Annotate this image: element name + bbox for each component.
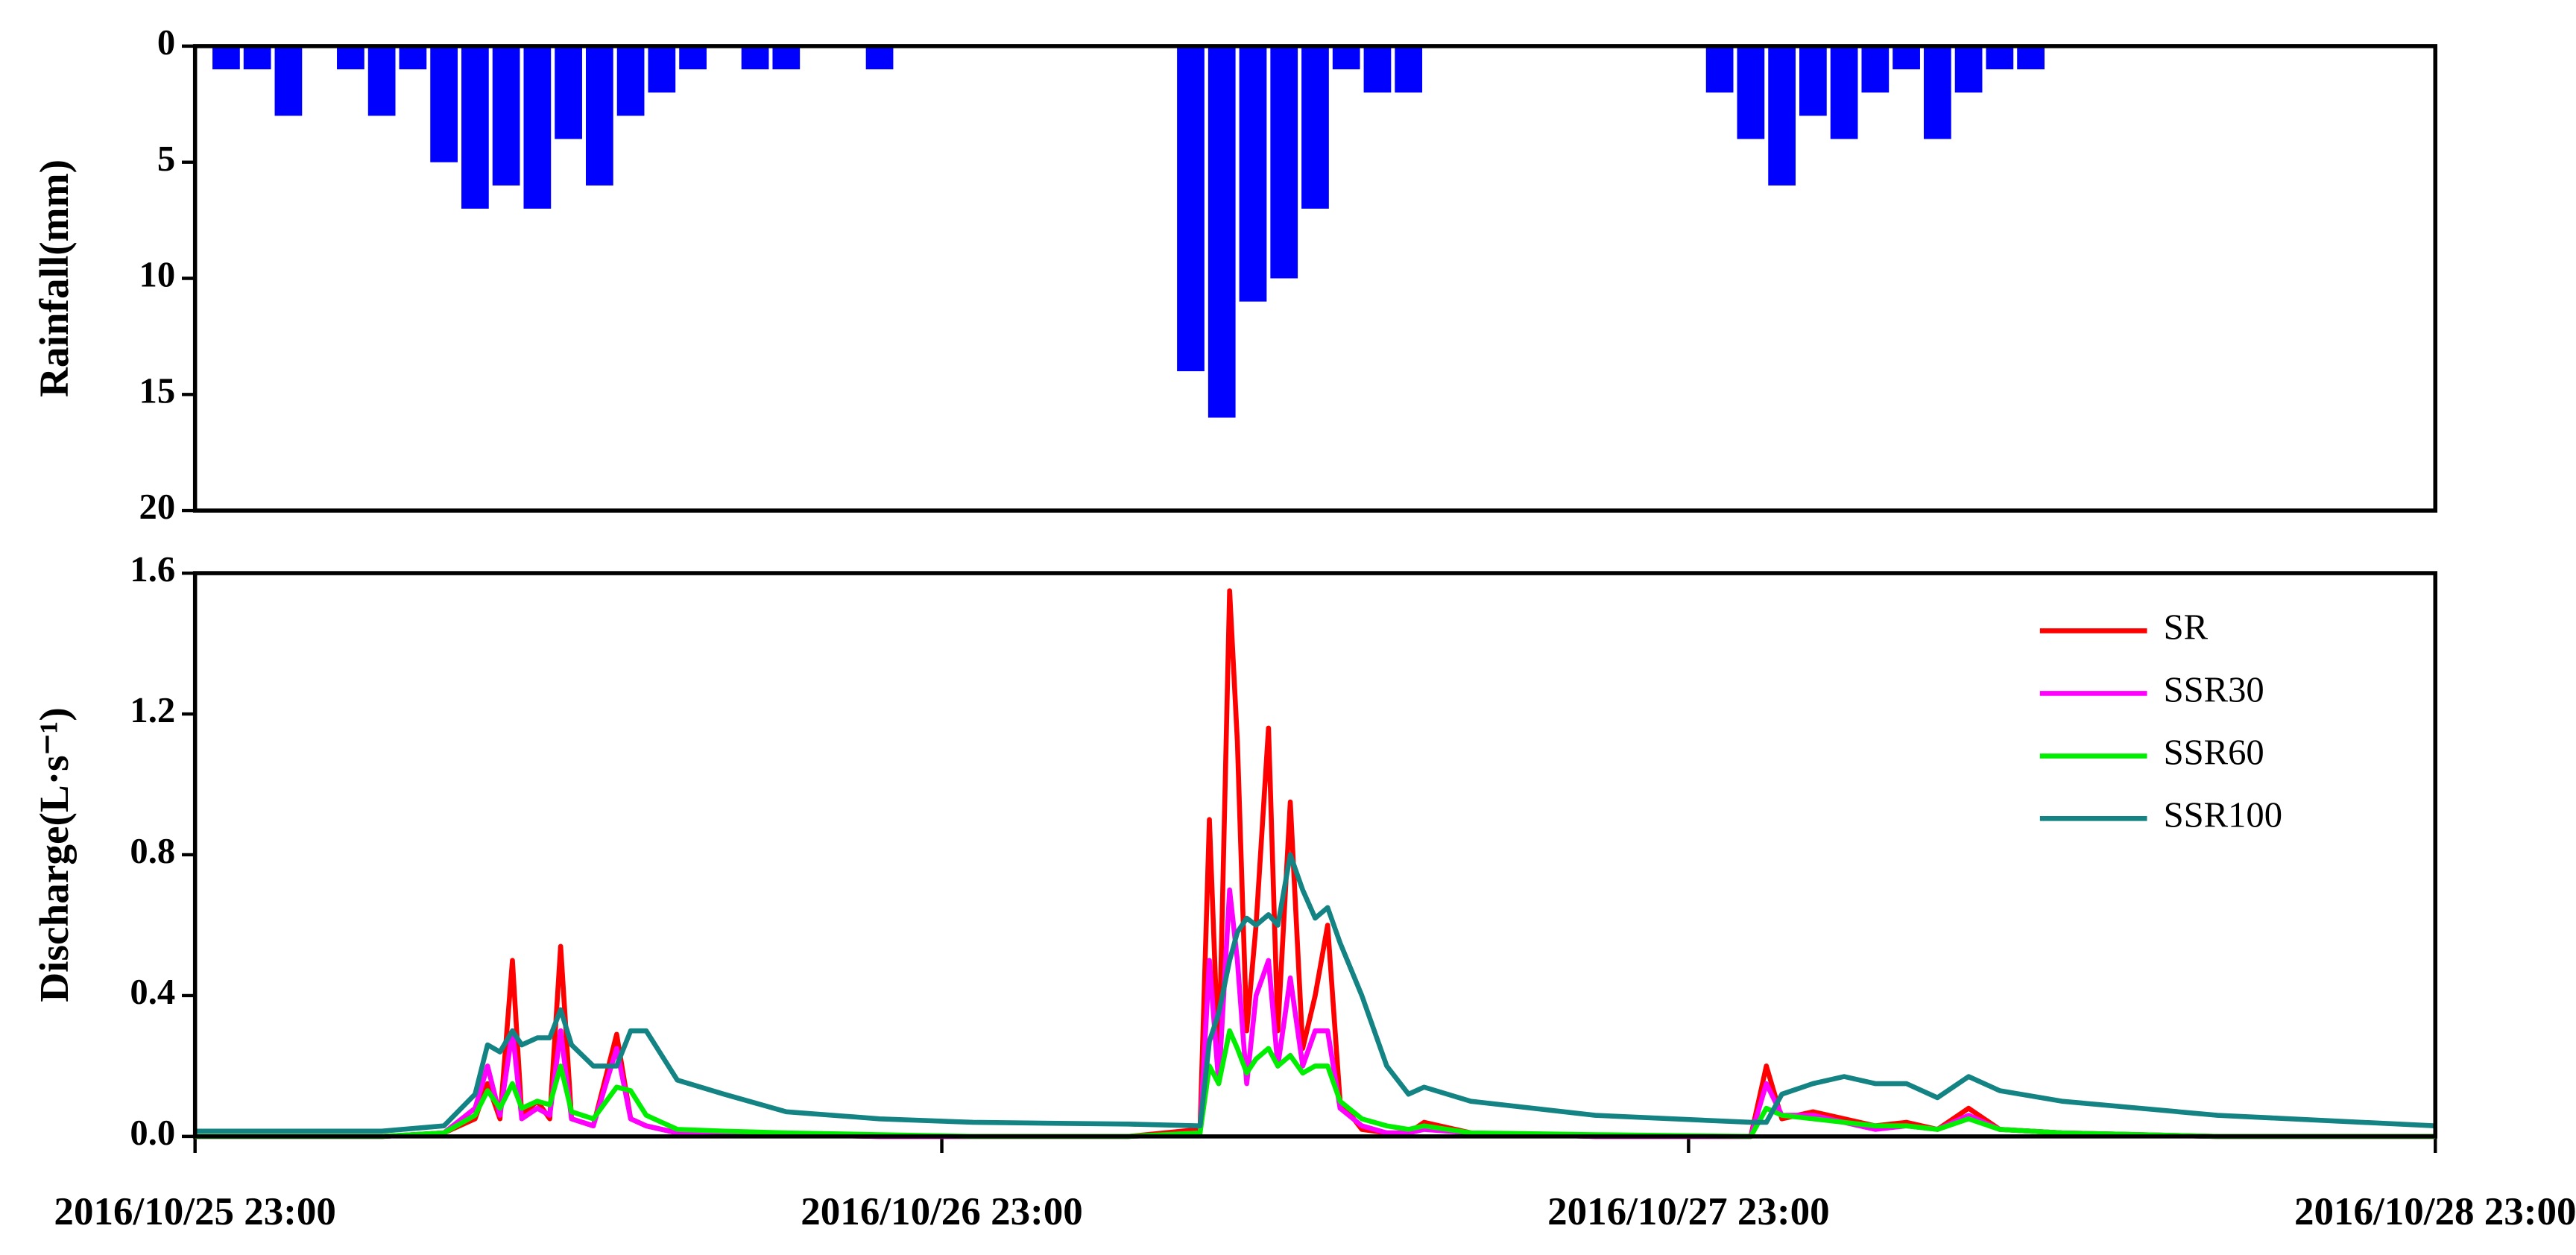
- y-axis-label: Rainfall(mm): [31, 159, 77, 397]
- series-line: [195, 1028, 2436, 1139]
- bar: [1861, 45, 1890, 93]
- bar: [2017, 45, 2045, 70]
- bar: [523, 45, 552, 209]
- bar: [337, 45, 364, 70]
- bar: [1768, 45, 1796, 186]
- bar: [585, 45, 613, 186]
- bar: [430, 45, 458, 162]
- bar: [399, 45, 427, 70]
- y-tick-label: 5: [157, 139, 175, 179]
- y-axis-label: Discharge(L·s⁻¹): [31, 707, 77, 1002]
- bar: [865, 45, 894, 70]
- bar: [1301, 45, 1329, 209]
- legend-label: SSR30: [2164, 670, 2264, 710]
- y-tick-label: 0.8: [130, 831, 175, 871]
- x-tick-label: 2016/10/28 23:00: [2294, 1190, 2576, 1233]
- bar: [741, 45, 769, 70]
- x-tick-label: 2016/10/26 23:00: [801, 1190, 1082, 1233]
- bar: [1954, 45, 1983, 93]
- series-line: [195, 852, 2436, 1134]
- bar: [555, 45, 582, 139]
- series-line: [195, 588, 2436, 1139]
- bar: [1799, 45, 1827, 116]
- bar: [1395, 45, 1423, 93]
- bar: [648, 45, 676, 93]
- x-tick-label: 2016/10/27 23:00: [1547, 1190, 1829, 1233]
- bar: [1239, 45, 1267, 302]
- legend-label: SSR60: [2164, 733, 2264, 773]
- x-tick-label: 2016/10/25 23:00: [54, 1190, 335, 1233]
- bar: [1923, 45, 1951, 139]
- bar: [492, 45, 520, 186]
- bar: [772, 45, 801, 70]
- y-tick-label: 1.6: [130, 549, 175, 589]
- series-line: [195, 887, 2436, 1139]
- y-tick-label: 0.4: [130, 972, 175, 1012]
- y-tick-label: 0: [157, 22, 175, 63]
- bar: [1208, 45, 1236, 418]
- bar: [1986, 45, 2014, 70]
- legend-label: SR: [2164, 607, 2209, 648]
- bar: [616, 45, 645, 116]
- bar: [1892, 45, 1920, 70]
- bar: [367, 45, 396, 116]
- y-tick-label: 0.0: [130, 1113, 175, 1153]
- plot-frame: [192, 44, 2438, 513]
- bar: [212, 45, 240, 70]
- bar: [1705, 45, 1734, 93]
- bar: [461, 45, 489, 209]
- bar: [1270, 45, 1298, 279]
- bar: [274, 45, 303, 116]
- bar: [679, 45, 707, 70]
- bar: [1737, 45, 1765, 139]
- legend-label: SSR100: [2164, 795, 2282, 835]
- y-tick-label: 10: [139, 255, 176, 295]
- bar: [243, 45, 271, 70]
- bar: [1830, 45, 1858, 139]
- y-tick-label: 1.2: [130, 690, 175, 730]
- y-tick-label: 20: [139, 487, 176, 527]
- bar: [1177, 45, 1205, 372]
- y-tick-label: 15: [139, 370, 176, 411]
- bar: [1332, 45, 1360, 70]
- bar: [1363, 45, 1392, 93]
- plot-frame: [192, 571, 2438, 1139]
